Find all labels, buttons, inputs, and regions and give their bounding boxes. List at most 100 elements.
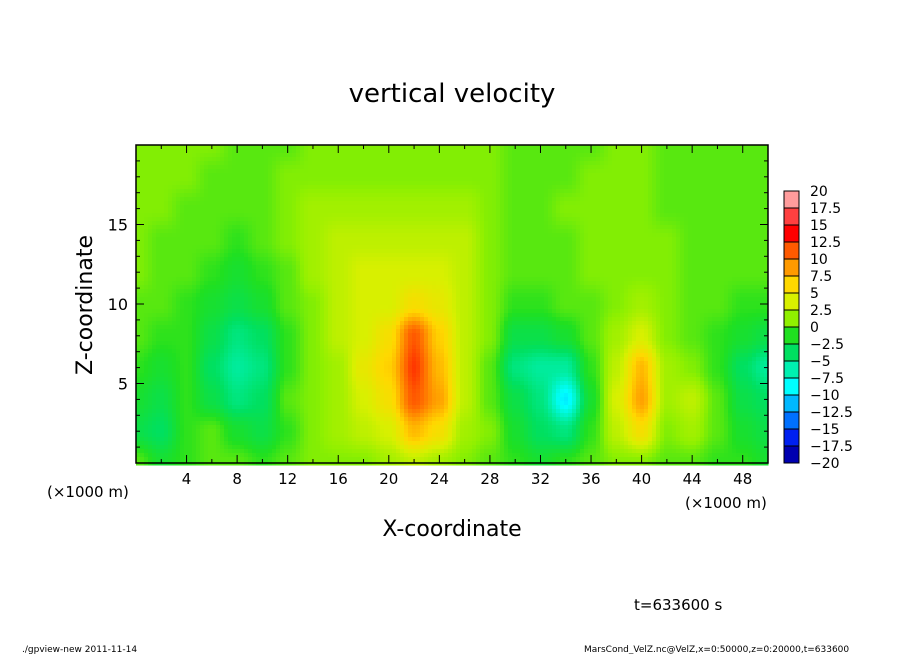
heatmap-cell	[744, 193, 749, 198]
heatmap-cell	[612, 189, 617, 194]
heatmap-cell	[304, 201, 309, 206]
heatmap-cell	[656, 185, 661, 190]
heatmap-cell	[556, 241, 561, 246]
heatmap-cell	[344, 153, 349, 158]
heatmap-cell	[624, 185, 629, 190]
heatmap-cell	[476, 237, 481, 242]
heatmap-cell	[252, 245, 257, 250]
heatmap-cell	[256, 225, 261, 230]
heatmap-cell	[608, 261, 613, 266]
heatmap-cell	[556, 225, 561, 230]
heatmap-cell	[252, 189, 257, 194]
heatmap-cell	[220, 209, 225, 214]
heatmap-cell	[608, 177, 613, 182]
heatmap-cell	[440, 253, 445, 258]
heatmap-cell	[392, 265, 397, 270]
heatmap-cell	[660, 181, 665, 186]
heatmap-cell	[152, 257, 157, 262]
heatmap-cell	[456, 181, 461, 186]
heatmap-cell	[468, 189, 473, 194]
heatmap-cell	[220, 165, 225, 170]
heatmap-cell	[424, 225, 429, 230]
heatmap-cell	[520, 225, 525, 230]
heatmap-cell	[752, 189, 757, 194]
heatmap-cell	[320, 173, 325, 178]
heatmap-cell	[668, 217, 673, 222]
heatmap-cell	[348, 217, 353, 222]
heatmap-cell	[640, 261, 645, 266]
heatmap-cell	[324, 261, 329, 266]
heatmap-cell	[388, 165, 393, 170]
heatmap-cell	[244, 149, 249, 154]
heatmap-cell	[372, 249, 377, 254]
heatmap-cell	[408, 205, 413, 210]
heatmap-cell	[728, 153, 733, 158]
heatmap-cell	[416, 181, 421, 186]
heatmap-cell	[640, 229, 645, 234]
heatmap-cell	[476, 261, 481, 266]
heatmap-cell	[552, 181, 557, 186]
heatmap-cell	[396, 189, 401, 194]
heatmap-cell	[700, 153, 705, 158]
heatmap-cell	[372, 197, 377, 202]
heatmap-cell	[264, 253, 269, 258]
heatmap-cell	[516, 269, 521, 274]
heatmap-cell	[692, 145, 697, 150]
heatmap-cell	[176, 217, 181, 222]
heatmap-cell	[168, 181, 173, 186]
heatmap-cell	[716, 265, 721, 270]
heatmap-cell	[436, 169, 441, 174]
heatmap-cell	[164, 269, 169, 274]
heatmap-cell	[756, 213, 761, 218]
heatmap-cell	[184, 261, 189, 266]
heatmap-cell	[224, 165, 229, 170]
heatmap-cell	[360, 173, 365, 178]
heatmap-cell	[148, 261, 153, 266]
heatmap-cell	[748, 209, 753, 214]
heatmap-cell	[444, 233, 449, 238]
heatmap-cell	[396, 201, 401, 206]
heatmap-cell	[200, 249, 205, 254]
heatmap-cell	[360, 165, 365, 170]
heatmap-cell	[500, 253, 505, 258]
heatmap-cell	[204, 265, 209, 270]
heatmap-cell	[520, 229, 525, 234]
heatmap-cell	[736, 165, 741, 170]
heatmap-cell	[640, 225, 645, 230]
heatmap-cell	[232, 153, 237, 158]
heatmap-cell	[312, 221, 317, 226]
heatmap-cell	[580, 157, 585, 162]
heatmap-cell	[180, 181, 185, 186]
heatmap-cell	[572, 165, 577, 170]
heatmap-cell	[300, 269, 305, 274]
heatmap-cell	[540, 217, 545, 222]
heatmap-cell	[276, 173, 281, 178]
heatmap-cell	[488, 229, 493, 234]
heatmap-cell	[668, 189, 673, 194]
heatmap-cell	[688, 221, 693, 226]
heatmap-cell	[660, 161, 665, 166]
heatmap-cell	[348, 153, 353, 158]
heatmap-cell	[476, 153, 481, 158]
heatmap-cell	[568, 157, 573, 162]
heatmap-cell	[524, 153, 529, 158]
heatmap-cell	[600, 181, 605, 186]
heatmap-cell	[416, 213, 421, 218]
heatmap-cell	[304, 209, 309, 214]
heatmap-cell	[744, 181, 749, 186]
heatmap-cell	[652, 217, 657, 222]
heatmap-cell	[744, 217, 749, 222]
heatmap-cell	[296, 197, 301, 202]
heatmap-cell	[724, 245, 729, 250]
heatmap-cell	[248, 241, 253, 246]
heatmap-cell	[556, 205, 561, 210]
heatmap-cell	[192, 189, 197, 194]
heatmap-cell	[156, 185, 161, 190]
heatmap-cell	[476, 249, 481, 254]
heatmap-cell	[224, 145, 229, 150]
heatmap-cell	[748, 173, 753, 178]
heatmap-cell	[296, 193, 301, 198]
heatmap-cell	[416, 165, 421, 170]
heatmap-cell	[308, 245, 313, 250]
heatmap-cell	[136, 157, 141, 162]
